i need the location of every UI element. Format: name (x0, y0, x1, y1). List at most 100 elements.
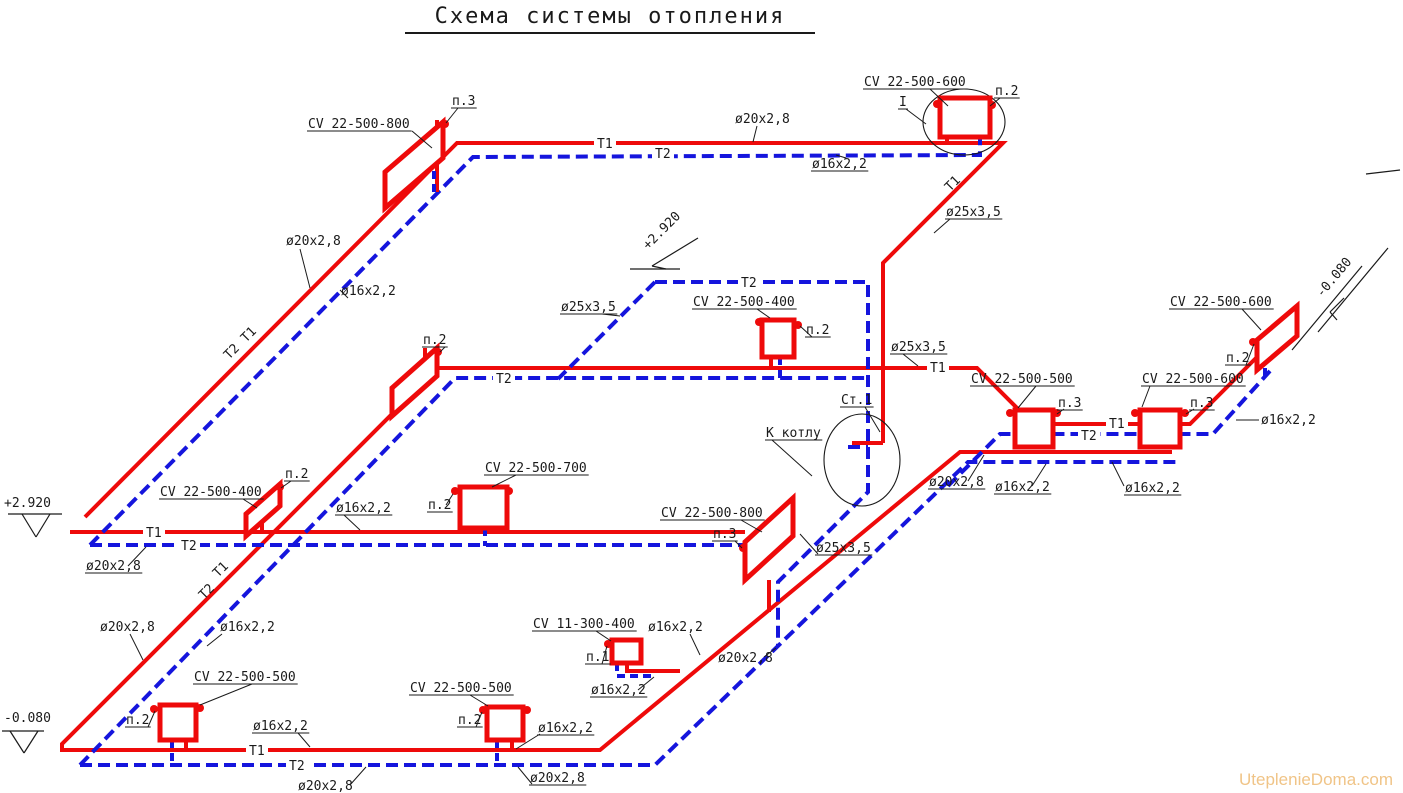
leader-line (734, 540, 743, 549)
elevation-mark (23, 730, 39, 754)
pipe-label: ø16x2,2 (253, 719, 308, 734)
valve-dot (523, 706, 531, 714)
leader-line (445, 493, 454, 506)
leader-line (740, 519, 763, 533)
pipe-label: ø25x3,5 (816, 541, 871, 556)
pipe-label: +2.920 (640, 209, 684, 253)
pipe-label: CV 22-500-600 (1170, 295, 1272, 310)
pipe-tag-gap (286, 759, 308, 773)
elevation-mark (1365, 169, 1401, 175)
leader-line (242, 498, 258, 509)
pipe-label: п.1 (586, 650, 609, 665)
leader-line (771, 439, 813, 477)
radiator-slanted (389, 342, 440, 422)
pipe-return-t2 (655, 280, 870, 646)
leader-line (835, 154, 847, 159)
leader-line (601, 645, 608, 665)
leader-line (297, 732, 311, 748)
pipe-return-t2 (88, 137, 982, 547)
pipe-tag: Т2 (655, 147, 671, 162)
radiator (937, 95, 993, 140)
pipe-label: Т2 (196, 581, 218, 603)
leader-line (989, 97, 1001, 107)
pipe-label: CV 22-500-400 (160, 485, 262, 500)
pipe-label: п.2 (423, 333, 446, 348)
elevation-mark (1291, 265, 1363, 351)
elevation-mark (35, 513, 51, 538)
valve-dot (505, 487, 513, 495)
valve-dot (150, 705, 158, 713)
valve-dot (196, 704, 204, 712)
pipe-label: ø20x2,8 (530, 771, 585, 786)
pipe-tag-gap (178, 539, 200, 553)
pipe-label: CV 22-500-500 (194, 670, 296, 685)
pipe-label: п.2 (806, 323, 829, 338)
leader-line (469, 694, 489, 707)
leader-line (411, 130, 433, 149)
pipe-tag-gap (246, 744, 268, 758)
pipe-label: п.3 (452, 94, 475, 109)
leader-line (439, 346, 446, 353)
pipe-label: CV 22-500-500 (410, 681, 512, 696)
elevation-mark (9, 730, 25, 754)
leader-line (929, 88, 949, 107)
valve-dot (739, 544, 747, 552)
pipe-label: ø16x2,2 (812, 157, 867, 172)
pipe-label: ø25x3,5 (891, 340, 946, 355)
pipe-tag: Т2 (289, 759, 305, 774)
leader-line (127, 546, 147, 567)
pipe-label: -0.080 (1314, 255, 1356, 301)
pipe-supply-t1 (60, 366, 1172, 752)
pipe-label: CV 22-500-600 (1142, 372, 1244, 387)
leader-line (517, 766, 533, 785)
leader-line (1031, 463, 1047, 487)
radiator (1012, 407, 1056, 450)
pipe-tag: Т1 (249, 744, 265, 759)
elevation-mark (1329, 311, 1338, 321)
pipe-tag-gap (493, 372, 515, 386)
pipe-tag: Т1 (930, 361, 946, 376)
pipe-label: п.2 (126, 713, 149, 728)
elevation-mark (21, 513, 37, 538)
pipe-label: ø16x2,2 (220, 620, 275, 635)
pipe-return-t2 (78, 376, 868, 767)
pipe-return-t2 (556, 280, 657, 381)
valve-dot (451, 487, 459, 495)
valve-dot (755, 318, 763, 326)
page-title: Схема системы отопления (405, 4, 815, 34)
leader-line (799, 325, 813, 338)
leader-line (491, 474, 517, 488)
pipe-label: ø16x2,2 (648, 620, 703, 635)
pipe-tag-gap (143, 526, 165, 540)
pipe-label: CV 11-300-400 (533, 617, 635, 632)
pipe-label: I (899, 95, 907, 110)
pipe-label: ø16x2,2 (1125, 481, 1180, 496)
pipe-label: CV 22-500-500 (971, 372, 1073, 387)
pipe-label: Т1 (942, 173, 964, 195)
pipe-tag: Т2 (1081, 429, 1097, 444)
pipe-label: п.2 (458, 713, 481, 728)
valve-dot (604, 640, 612, 648)
leader-line (339, 289, 349, 299)
leader-line (445, 107, 459, 124)
valve-dot (933, 100, 941, 108)
radiator (157, 702, 199, 743)
leader-line (1245, 343, 1255, 366)
pipe-label: п.3 (1058, 396, 1081, 411)
boiler-connection-circle (823, 413, 901, 507)
pipe-label: ø16x2,2 (336, 501, 391, 516)
pipe-tag: Т1 (1109, 417, 1125, 432)
leader-line (902, 353, 919, 367)
pipe-return-t2 (80, 460, 1178, 767)
pipe-label: п.2 (1226, 351, 1249, 366)
leader-line (763, 647, 777, 658)
pipe-label: Ст.1 (841, 393, 872, 408)
leader-line (595, 630, 612, 642)
pipe-label: -0.080 (4, 711, 51, 726)
pipe-label: К котлу (766, 426, 821, 441)
radiator-slanted (382, 116, 446, 214)
leader-line (933, 218, 951, 234)
pipe-label: CV 22-500-400 (693, 295, 795, 310)
leader-line (1241, 308, 1262, 331)
